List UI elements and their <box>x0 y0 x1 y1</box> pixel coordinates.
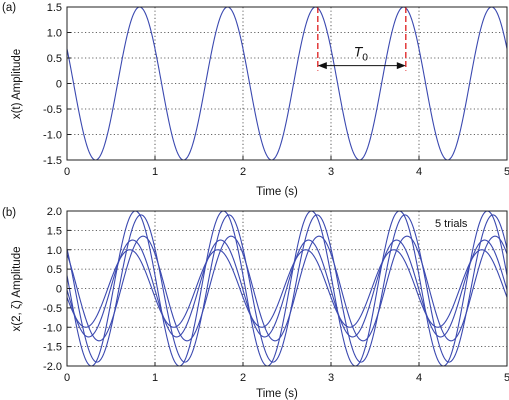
y-tick-label: -0.5 <box>43 303 62 315</box>
panel-a-x-ticks: 0 1 2 3 4 5 <box>64 156 509 178</box>
x-tick-label: 5 <box>504 166 509 178</box>
panel-b: (b) 5 trials 2.0 1.5 1.0 0.5 0 -0.5 -1.0 -1.5 -2… <box>2 206 509 400</box>
period-arrow-head-left <box>317 62 327 70</box>
y-tick-label: 1.0 <box>47 28 62 40</box>
y-tick-label: 2.0 <box>47 206 62 218</box>
x-tick-label: 1 <box>152 166 158 178</box>
panel-b-series-line-1 <box>66 210 508 367</box>
y-tick-label: 0.5 <box>47 53 62 65</box>
panel-b-label: (b) <box>2 207 16 219</box>
y-tick-label: 0 <box>56 284 62 296</box>
x-tick-label: 3 <box>328 166 334 178</box>
panel-b-series <box>66 210 508 367</box>
panel-a-annotation: T0 <box>317 7 407 71</box>
y-tick-label: -0.5 <box>43 104 62 116</box>
panel-b-y-label: x(2, ζ) Amplitude <box>11 247 23 332</box>
x-tick-label: 2 <box>240 372 246 384</box>
y-tick-label: -1.5 <box>43 155 62 167</box>
panel-b-series-line-5 <box>66 249 508 328</box>
period-label-subscript: 0 <box>362 53 368 64</box>
panel-b-series-line-3 <box>66 235 508 342</box>
panel-a-label: (a) <box>2 2 16 14</box>
period-label: T0 <box>354 44 369 64</box>
x-tick-label: 4 <box>416 166 422 178</box>
y-tick-label: -1.5 <box>43 342 62 354</box>
x-tick-label: 2 <box>240 166 246 178</box>
panel-b-x-ticks: 0 1 2 3 4 5 <box>64 362 509 384</box>
period-label-main: T <box>354 44 364 60</box>
trials-annotation: 5 trials <box>435 218 468 230</box>
y-tick-label: 1.0 <box>47 245 62 257</box>
y-tick-label: 0.5 <box>47 264 62 276</box>
panel-b-series-line-4 <box>66 239 508 338</box>
period-arrow-head-right <box>396 62 406 70</box>
y-tick-label: -2.0 <box>43 361 62 373</box>
y-tick-label: 1.5 <box>47 225 62 237</box>
x-tick-label: 0 <box>64 372 70 384</box>
x-tick-label: 4 <box>416 372 422 384</box>
x-tick-label: 0 <box>64 166 70 178</box>
y-tick-label: 1.5 <box>47 2 62 14</box>
panel-a-grid <box>67 7 507 160</box>
panel-b-x-label: Time (s) <box>256 388 298 400</box>
x-tick-label: 5 <box>504 372 509 384</box>
panel-a-y-label: x(t) Amplitude <box>11 49 23 119</box>
x-tick-label: 3 <box>328 372 334 384</box>
x-tick-label: 1 <box>152 372 158 384</box>
panel-b-series-line-2 <box>66 214 508 363</box>
panel-a-y-ticks: 1.5 1.0 0.5 0 -0.5 -1.0 -1.5 <box>43 2 71 167</box>
panel-a-x-label: Time (s) <box>256 186 298 198</box>
y-tick-label: 0 <box>56 79 62 91</box>
y-tick-label: -1.0 <box>43 130 62 142</box>
y-tick-label: -1.0 <box>43 322 62 334</box>
panel-b-y-ticks: 2.0 1.5 1.0 0.5 0 -0.5 -1.0 -1.5 -2.0 <box>43 206 71 373</box>
